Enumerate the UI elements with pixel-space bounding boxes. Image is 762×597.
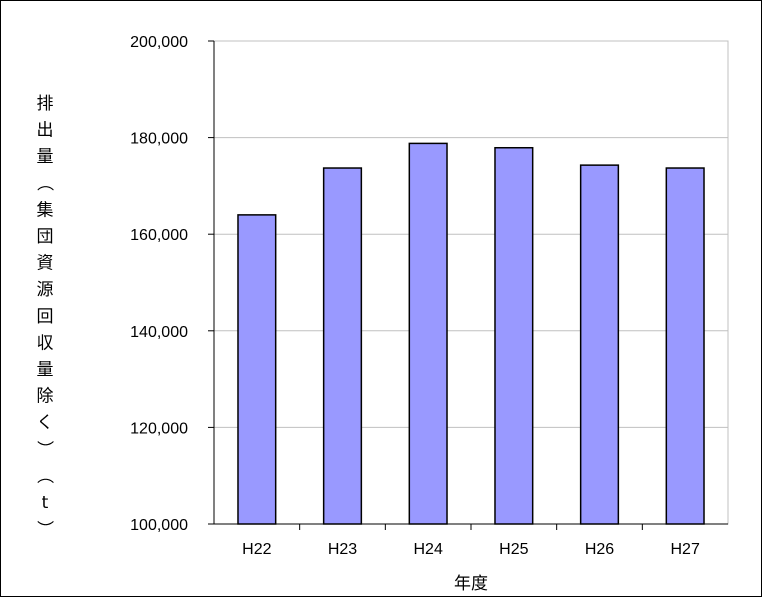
y-axis-title-glyph: 回 xyxy=(37,307,54,327)
gridlines xyxy=(213,40,729,525)
bar-H25 xyxy=(494,146,534,525)
bar-H27 xyxy=(665,167,705,525)
y-axis-title-glyph: く xyxy=(37,413,54,433)
x-tick-label: H25 xyxy=(499,541,528,558)
x-tick-label: H22 xyxy=(242,541,271,558)
bar-H23 xyxy=(322,167,363,525)
y-tick-label: 200,000 xyxy=(130,34,188,51)
y-axis-title-glyph: 源 xyxy=(37,280,54,300)
y-axis-title-glyph: 出 xyxy=(37,121,54,141)
bar-H24 xyxy=(408,142,448,525)
y-axis-title-glyph: 団 xyxy=(37,227,54,247)
bars xyxy=(237,142,705,525)
y-axis-title-glyph: 収 xyxy=(37,333,54,353)
y-tick-label: 100,000 xyxy=(130,517,188,534)
y-axis-title-glyph: 除 xyxy=(37,387,54,407)
y-axis-title-glyph: 量 xyxy=(37,147,54,167)
bar-H26 xyxy=(579,164,620,525)
y-axis-title-glyph: （ xyxy=(34,174,54,191)
x-axis-title: 年度 xyxy=(454,574,488,594)
y-axis-title-glyph: 排 xyxy=(37,94,54,114)
x-tick-label: H26 xyxy=(585,541,614,558)
axes xyxy=(208,40,728,530)
plot-area xyxy=(213,40,729,525)
bar-H22 xyxy=(237,214,277,525)
x-tick-label: H27 xyxy=(670,541,699,558)
x-tick-labels: H22 H23 H24 H25 H26 H27 xyxy=(242,541,700,558)
y-tick-label: 120,000 xyxy=(130,420,188,437)
y-tick-label: 140,000 xyxy=(130,324,188,341)
y-tick-label: 180,000 xyxy=(130,131,188,148)
y-axis-title-glyph: （ xyxy=(34,467,54,484)
y-tick-label: 160,000 xyxy=(130,227,188,244)
x-tick-label: H23 xyxy=(328,541,357,558)
x-tick-label: H24 xyxy=(413,541,442,558)
y-axis-title-glyph: t xyxy=(42,493,49,513)
y-axis-title-glyph: ） xyxy=(34,440,54,457)
y-axis-title-glyph: 量 xyxy=(37,360,54,380)
y-axis-title-glyph: ） xyxy=(34,520,54,537)
y-axis-title-glyph: 集 xyxy=(37,200,54,220)
y-tick-labels: 100,000 120,000 140,000 160,000 180,000 200,0… xyxy=(130,34,188,534)
y-axis-title-glyph: 資 xyxy=(37,254,54,274)
